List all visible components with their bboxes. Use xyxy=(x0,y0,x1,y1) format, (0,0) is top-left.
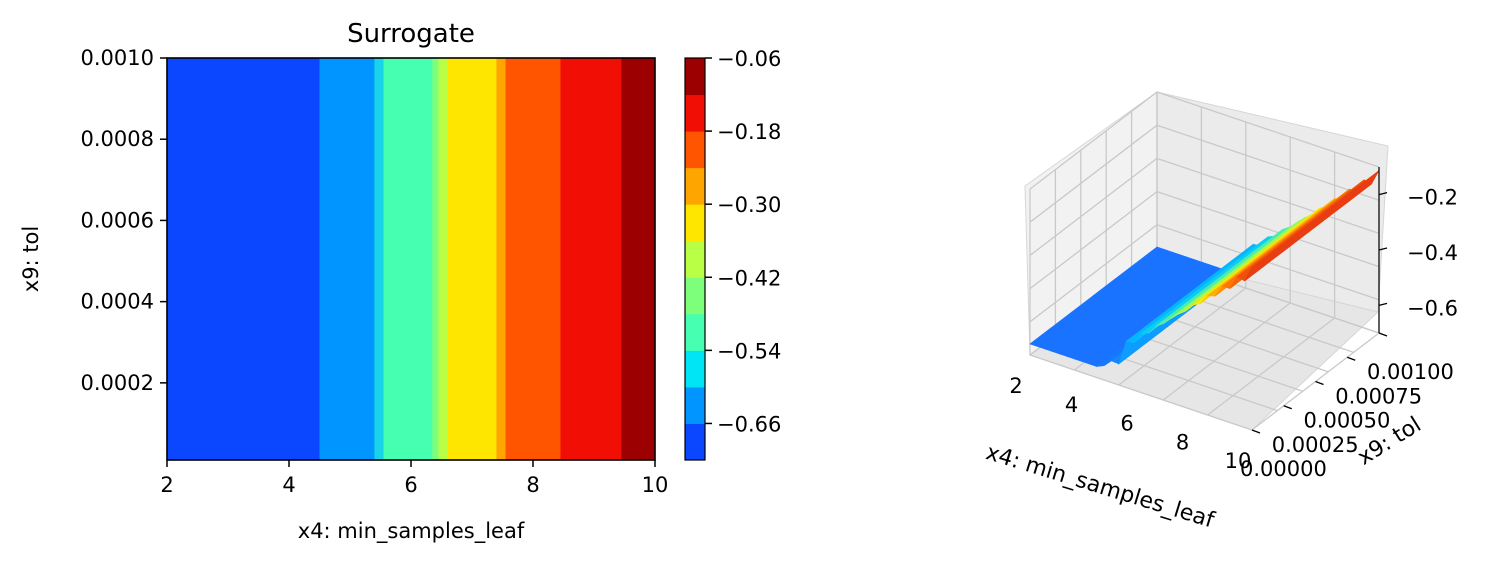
y-tick-label: 0.0008 xyxy=(81,127,154,151)
colorbar-tick-label: −0.66 xyxy=(717,412,781,436)
y-tick-3d xyxy=(1347,356,1356,361)
y-tick-label: 0.0004 xyxy=(81,290,154,314)
contour-band xyxy=(438,58,449,460)
y-axis-label: x9: tol xyxy=(19,226,43,292)
colorbar-segment xyxy=(685,313,705,351)
x-tick-label: 10 xyxy=(642,473,669,497)
colorbar: −0.06 −0.18 −0.30 −0.42 −0.54 −0.66 xyxy=(684,47,781,461)
contour-band xyxy=(374,58,385,460)
surface-facet xyxy=(1244,251,1274,282)
grid-line xyxy=(1118,287,1247,386)
contour-band xyxy=(496,58,507,460)
contour-band xyxy=(319,58,375,460)
contour-band xyxy=(432,58,439,460)
surface-plot-3d: 2 4 6 8 100.000000.000250.000500.000750.0010… xyxy=(983,91,1458,534)
grid-line xyxy=(1156,190,1380,268)
y-axis: 0.0002 0.0004 0.0006 0.0008 0.0010 xyxy=(81,46,167,395)
grid-line xyxy=(1029,191,1158,290)
y-tick-label-3d: 0.00025 xyxy=(1272,433,1359,457)
y-tick-label-3d: 0.00000 xyxy=(1240,457,1327,481)
colorbar-tick-label: −0.18 xyxy=(717,120,781,144)
y-tick-label: 0.0002 xyxy=(81,371,154,395)
contour-bands xyxy=(167,58,656,460)
contour-band xyxy=(505,58,561,460)
x-tick-label: 6 xyxy=(404,473,417,497)
colorbar-segment xyxy=(685,204,705,242)
grid-line xyxy=(1029,124,1158,223)
colorbar-tick-label: −0.42 xyxy=(717,266,781,290)
grid-line xyxy=(1029,354,1253,431)
z-tick-3d xyxy=(1378,302,1388,306)
y-tick-label-3d: 0.00100 xyxy=(1367,360,1454,384)
axes-3d: 2 4 6 8 100.000000.000250.000500.000750.0010… xyxy=(1009,167,1458,481)
x-tick-label-3d: 6 xyxy=(1120,412,1133,436)
x-tick-label-3d: 10 xyxy=(1225,449,1252,473)
y-tick-3d xyxy=(1283,405,1292,410)
grid-line xyxy=(1029,91,1158,190)
x-tick-label: 2 xyxy=(160,473,173,497)
y-tick-3d xyxy=(1378,332,1388,337)
contour-band xyxy=(383,58,433,460)
grid-line xyxy=(1162,302,1291,401)
y-tick-3d xyxy=(1315,380,1324,386)
colorbar-segment xyxy=(685,58,705,96)
contour-band xyxy=(167,58,320,460)
z-tick-label-3d: −0.6 xyxy=(1407,296,1458,320)
colorbar-segment xyxy=(685,94,705,132)
x-tick-label-3d: 8 xyxy=(1176,430,1189,454)
y-tick-label-3d: 0.00050 xyxy=(1304,409,1391,433)
z-tick-label-3d: −0.2 xyxy=(1407,186,1458,210)
x-tick-label: 4 xyxy=(282,473,295,497)
x-tick-label-3d: 4 xyxy=(1065,393,1078,417)
colorbar-segment xyxy=(685,167,705,205)
colorbar-segments xyxy=(685,58,705,461)
colorbar-segment xyxy=(685,240,705,278)
colorbar-ticks: −0.06 −0.18 −0.30 −0.42 −0.54 −0.66 xyxy=(705,47,781,436)
plot-title: Surrogate xyxy=(347,19,475,49)
colorbar-frame xyxy=(684,57,706,461)
contour-band xyxy=(560,58,622,460)
z-tick-label-3d: −0.4 xyxy=(1407,241,1458,265)
colorbar-segment xyxy=(685,131,705,169)
grid-line xyxy=(1029,157,1158,256)
z-tick-3d xyxy=(1378,192,1388,196)
colorbar-segment xyxy=(685,386,705,424)
x-tick-label-3d: 2 xyxy=(1009,374,1022,398)
contour-band xyxy=(447,58,497,460)
grid-line xyxy=(1207,317,1335,416)
colorbar-tick-label: −0.06 xyxy=(717,47,781,71)
x-tick-label: 8 xyxy=(526,473,539,497)
colorbar-segment xyxy=(685,350,705,388)
y-tick-label: 0.0006 xyxy=(81,208,154,232)
colorbar-tick-label: −0.54 xyxy=(717,339,781,363)
grid-line xyxy=(1156,157,1380,235)
x-axis-label: x4: min_samples_leaf xyxy=(298,519,525,544)
grid-line xyxy=(1156,91,1380,168)
contour-plot: Surrogate 2 4 6 8 10 0.00020.00040.00060.000… xyxy=(19,19,668,544)
grid-line xyxy=(1156,124,1380,201)
colorbar-tick-label: −0.30 xyxy=(717,193,781,217)
surface xyxy=(1029,170,1380,367)
y-tick-label-3d: 0.00075 xyxy=(1335,384,1422,408)
x-axis: 2 4 6 8 10 xyxy=(160,460,668,497)
grid-line xyxy=(1029,224,1158,323)
y-tick-label: 0.0010 xyxy=(81,46,154,70)
y-tick-3d xyxy=(1251,429,1261,434)
colorbar-segment xyxy=(685,277,705,315)
contour-band xyxy=(621,58,656,460)
colorbar-segment xyxy=(685,423,705,461)
z-tick-3d xyxy=(1378,247,1388,251)
